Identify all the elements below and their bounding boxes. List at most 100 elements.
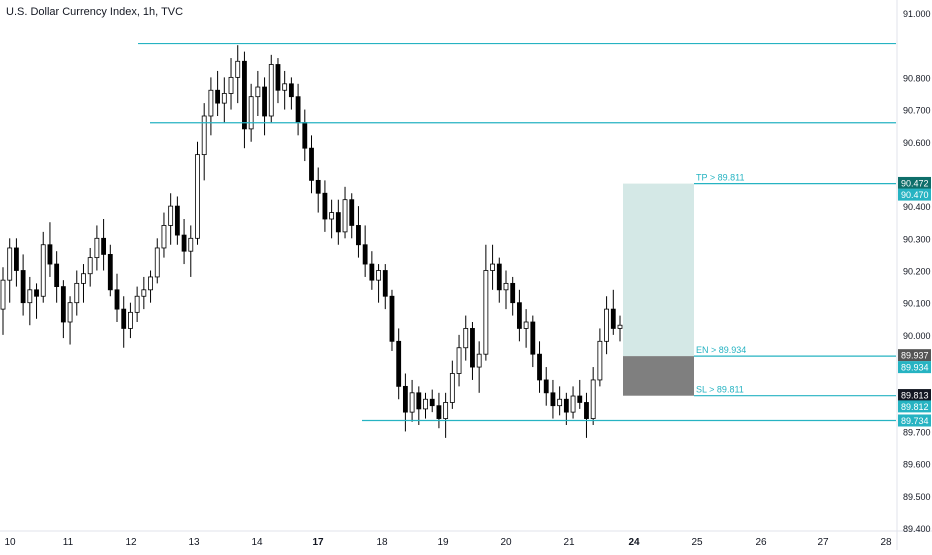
candle-body [255,86,261,98]
candle-body [604,308,609,342]
price-label-text: 90.470 [901,190,929,200]
x-tick-label: 26 [755,537,767,548]
y-tick-label: 90.700 [903,106,931,116]
price-label-text: 90.472 [901,178,929,188]
candle-body [510,282,516,304]
candle-body [235,60,241,78]
candle-body [181,234,187,252]
candle-body [315,179,321,194]
candle-body [423,398,428,410]
candle-body [416,392,422,410]
candle-body [584,402,589,419]
y-tick-label: 90.000 [903,331,931,341]
candle-body [87,257,93,275]
x-tick-label: 28 [880,537,892,548]
candle-body [20,270,26,304]
x-tick-label: 27 [817,537,829,548]
candle-body [597,340,603,381]
candle-body [188,237,194,252]
candle-body [436,405,442,419]
y-tick-label: 90.400 [903,202,931,212]
candle-body [81,273,86,284]
candle-body [60,286,66,323]
candle-body [161,225,167,249]
candle-body [470,328,475,368]
candle-body [362,244,368,265]
candle-body [409,392,415,413]
candle-body [268,64,274,117]
chart-title: U.S. Dollar Currency Index, 1h, TVC [6,6,184,18]
y-tick-label: 90.200 [903,267,931,277]
candle-body [563,398,569,413]
candle-body [40,244,46,297]
candle-body [356,225,361,246]
price-label-box [898,188,931,201]
candle-body [376,270,381,281]
candle-body [242,60,247,130]
candle-body [121,308,127,329]
candle-body [530,321,536,355]
y-tick-label: 90.600 [903,138,931,148]
price-label-text: 89.812 [901,402,929,412]
price-label-box [898,349,931,362]
x-tick-label: 24 [628,537,640,548]
candle-body [389,295,395,342]
tp-label: TP > 89.811 [696,173,744,183]
candle-body [516,302,522,329]
candle-body [14,247,19,271]
y-tick-label: 89.600 [903,460,931,470]
y-tick-label: 89.400 [903,524,931,534]
x-tick-label: 18 [376,537,388,548]
candle-body [282,83,288,91]
candle-body [349,199,355,226]
candle-body [248,96,254,130]
candle-body [449,373,455,403]
candle-body [101,237,107,255]
candle-body [201,115,207,156]
x-tick-label: 21 [563,537,575,548]
en-label: EN > 89.934 [696,345,746,355]
candle-body [610,308,616,329]
candle-body [275,64,281,91]
x-tick-label: 14 [251,537,263,548]
candle-body [7,247,13,281]
candle-body [382,270,388,297]
candle-body [570,395,576,413]
candle-body [141,289,147,297]
candle-body [523,321,529,329]
candle-body [114,289,120,310]
candle-body [288,83,294,98]
candle-body [134,295,140,313]
candle-body [262,86,267,117]
x-tick-label: 25 [691,537,703,548]
candle-body [54,263,60,287]
price-label-text: 89.734 [901,416,929,426]
price-label-box [898,400,931,413]
candle-body [208,89,214,117]
sl-label: SL > 89.811 [696,385,744,395]
x-tick-label: 19 [437,537,449,548]
candle-body [94,237,100,259]
candle-body [67,302,73,323]
candle-body [309,147,314,181]
x-tick-label: 17 [312,537,324,548]
candle-body [128,311,133,329]
candle-body [174,205,180,236]
candle-body [537,353,542,381]
candle-body [74,282,80,304]
candle-body [168,205,174,226]
y-tick-label: 90.100 [903,299,931,309]
x-tick-label: 13 [188,537,200,548]
loss-zone [623,356,694,396]
candle-body [396,340,402,387]
candle-body [34,289,39,297]
candle-body [322,192,328,220]
candle-body [483,270,489,355]
price-label-box [898,176,931,189]
price-label-box [898,389,931,402]
candle-body [148,276,153,291]
candle-body [476,353,482,368]
candle-body [215,89,221,104]
